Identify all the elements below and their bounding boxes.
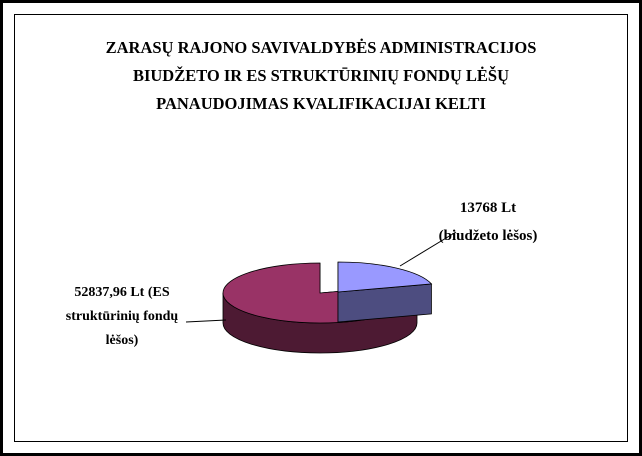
plot-frame — [14, 14, 628, 442]
data-label: 52837,96 Lt (ES struktūrinių fondų lėšos… — [65, 285, 179, 348]
slice — [337, 261, 433, 293]
chart-title: ZARASŲ RAJONO SAVIVALDYBĖS ADMINISTRACIJ… — [105, 38, 537, 113]
data-label: 13768 Lt (biudžeto lėšos) — [438, 200, 538, 244]
leader-line — [185, 319, 227, 323]
leader-line — [399, 231, 457, 267]
